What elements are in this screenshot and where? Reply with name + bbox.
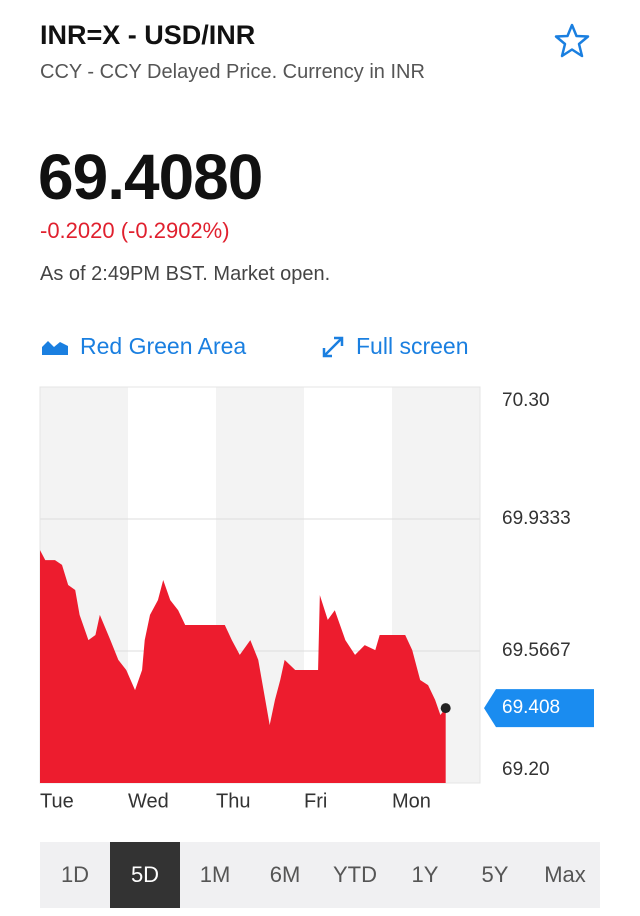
x-tick-label: Tue (40, 790, 74, 812)
range-tab[interactable]: 5Y (481, 862, 509, 887)
x-tick-label: Mon (392, 790, 431, 812)
full-screen-button[interactable]: Full screen (320, 333, 468, 360)
y-tick-label: 69.5667 (502, 640, 571, 661)
y-tick-label: 70.30 (502, 390, 550, 411)
title: INR=X - USD/INR (40, 20, 256, 50)
market-status: As of 2:49PM BST. Market open. (40, 263, 331, 285)
y-tick-label: 69.9333 (502, 508, 571, 529)
x-tick-label: Fri (304, 790, 327, 812)
y-tick-label: 69.20 (502, 759, 550, 780)
watchlist-star[interactable] (553, 22, 591, 60)
price-area (40, 550, 446, 783)
full-screen-label: Full screen (356, 333, 469, 359)
last-price-label: 69.408 (502, 697, 560, 718)
range-tab[interactable]: 5D (110, 842, 180, 908)
area-icon (42, 340, 68, 355)
last-price-tag (484, 689, 594, 728)
chart: Tue Wed Thu Fri Mon 70.30 69.9333 69.5667 69.20 6… (39, 386, 594, 812)
range-tab[interactable]: 1M (199, 862, 231, 887)
price: 69.4080 (38, 141, 263, 213)
range-tab[interactable]: 1D (60, 862, 90, 887)
range-tab[interactable]: 1Y (411, 862, 439, 887)
x-tick-label: Thu (216, 790, 250, 812)
price-change: -0.2020 (-0.2902%) (40, 218, 230, 243)
subtitle: CCY - CCY Delayed Price. Currency in INR (40, 61, 425, 83)
expand-icon (322, 336, 344, 357)
range-tab[interactable]: 6M (269, 862, 301, 887)
chart-style-label: Red Green Area (80, 333, 247, 359)
x-tick-label: Wed (128, 790, 169, 812)
range-tabs: 1D 5D 1M 6M YTD 1Y 5Y Max (40, 842, 600, 908)
chart-style-button[interactable]: Red Green Area (40, 333, 246, 360)
range-tab[interactable]: YTD (333, 862, 377, 887)
range-tab[interactable]: Max (544, 862, 586, 887)
last-price-dot (440, 703, 451, 714)
